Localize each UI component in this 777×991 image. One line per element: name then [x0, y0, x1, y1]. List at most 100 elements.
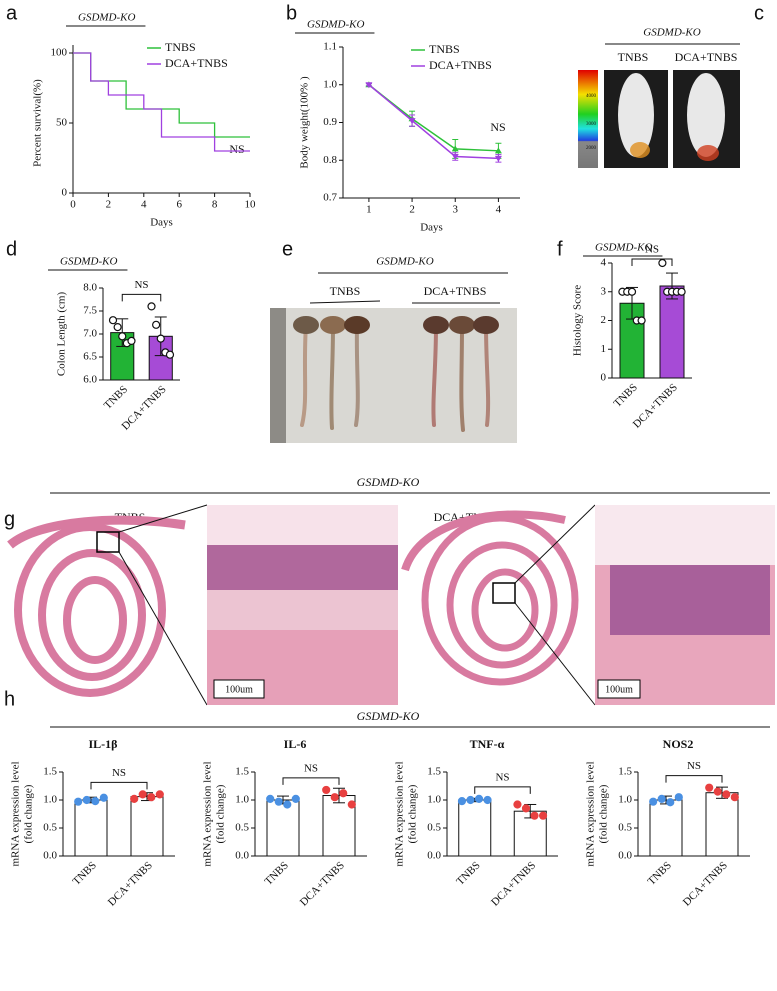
annotation: NS	[229, 142, 244, 156]
y-tick-label: 0.0	[427, 850, 441, 862]
annotation: NS	[134, 279, 148, 291]
group-label: TNBS	[618, 50, 649, 64]
bar	[130, 796, 164, 857]
significance-bracket	[631, 258, 673, 266]
zoom-line	[514, 504, 596, 584]
data-point	[658, 258, 667, 268]
data-point	[152, 320, 161, 329]
line	[368, 84, 499, 152]
chart-title: IL-6	[284, 737, 307, 751]
y-axis-label: mRNA expression level	[585, 761, 597, 866]
y-axis-label: (fold change)	[598, 784, 610, 843]
zoom-image	[207, 590, 398, 630]
legend-label: TNBS	[429, 42, 460, 56]
data-point	[130, 794, 139, 803]
data-point	[457, 797, 467, 806]
legend-label: TNBS	[165, 40, 196, 54]
signal	[697, 145, 719, 161]
group-label: TNBS	[330, 284, 361, 298]
y-tick-label: 1.0	[323, 78, 337, 90]
y-tick-label: 0.7	[323, 192, 337, 204]
marker	[494, 147, 502, 154]
bar	[649, 799, 683, 857]
y-tick-label: 7.5	[83, 305, 97, 317]
scale-bar: 100um	[225, 684, 253, 695]
zoom-line	[514, 602, 596, 706]
line	[368, 84, 499, 160]
legend-label: DCA+TNBS	[429, 58, 492, 72]
data-point	[713, 787, 722, 796]
data-point	[147, 793, 156, 802]
x-tick-label: 10	[245, 199, 257, 211]
signal	[630, 142, 650, 158]
data-point	[283, 800, 292, 809]
x-tick-label: 1	[366, 204, 372, 216]
data-point	[483, 795, 492, 805]
y-tick-label: 1.0	[43, 794, 57, 806]
y-tick-label: 3	[601, 285, 607, 297]
annotation: NS	[490, 120, 505, 134]
x-tick-label: DCA+TNBS	[298, 859, 347, 908]
panel-label: d	[6, 238, 17, 260]
y-tick-label: 2	[601, 314, 607, 326]
x-tick-label: DCA+TNBS	[681, 859, 730, 908]
data-point	[666, 798, 675, 807]
marker	[408, 118, 416, 125]
data-point	[657, 794, 666, 803]
y-tick-label: 0.0	[235, 850, 249, 862]
zoom-image	[207, 505, 398, 545]
data-point	[347, 800, 356, 809]
panel-title: GSDMD-KO	[376, 256, 433, 268]
x-tick-label: 2	[106, 199, 112, 211]
y-tick-label: 0.5	[618, 822, 632, 834]
panel-label: h	[4, 688, 15, 710]
data-point	[649, 797, 658, 806]
bar	[458, 799, 492, 857]
tissue	[7, 510, 579, 697]
zoom-box	[96, 531, 120, 553]
y-tick-label: 1.5	[235, 766, 249, 778]
marker	[451, 145, 459, 152]
colorbar-tick: 2000	[586, 146, 597, 151]
y-axis-label: Body weight(100% )	[299, 76, 311, 169]
group-label: DCA+TNBS	[675, 50, 738, 64]
y-tick-label: 0.5	[235, 822, 249, 834]
divider	[309, 300, 381, 304]
chart-title: GSDMD-KO	[307, 19, 364, 31]
data-point	[722, 790, 731, 799]
section-title: GSDMD-KO	[357, 709, 420, 723]
data-point	[118, 332, 127, 341]
significance-bracket	[90, 781, 148, 790]
scale-bar: 100um	[605, 684, 633, 695]
panel-label: c	[754, 2, 764, 24]
y-tick-label: 0	[601, 372, 607, 384]
x-tick-label: TNBS	[646, 859, 674, 887]
zoom-box	[492, 582, 516, 604]
annotation: NS	[687, 760, 701, 772]
significance-bracket	[282, 777, 340, 785]
y-tick-label: 0	[62, 187, 68, 199]
y-tick-label: 1.0	[235, 794, 249, 806]
data-point	[674, 793, 683, 802]
x-tick-label: 8	[212, 199, 218, 211]
annotation: NS	[112, 767, 126, 779]
x-tick-label: 4	[496, 204, 502, 216]
bar	[266, 799, 300, 857]
colorbar-tick: 4000	[586, 94, 597, 99]
data-point	[82, 795, 91, 805]
data-point	[330, 793, 339, 802]
x-tick-label: TNBS	[263, 859, 291, 887]
marker	[365, 82, 373, 89]
y-tick-label: 6.5	[83, 351, 97, 363]
data-point	[322, 785, 331, 795]
x-tick-label: 6	[176, 199, 182, 211]
zoom-line	[118, 504, 208, 533]
data-point	[127, 336, 136, 345]
data-point	[530, 811, 539, 820]
data-point	[627, 287, 637, 296]
panel-title: GSDMD-KO	[643, 27, 700, 39]
panel-label: f	[557, 238, 563, 260]
y-tick-label: 0.9	[323, 116, 337, 128]
y-axis-label: (fold change)	[215, 784, 227, 843]
y-tick-label: 0.0	[618, 850, 632, 862]
